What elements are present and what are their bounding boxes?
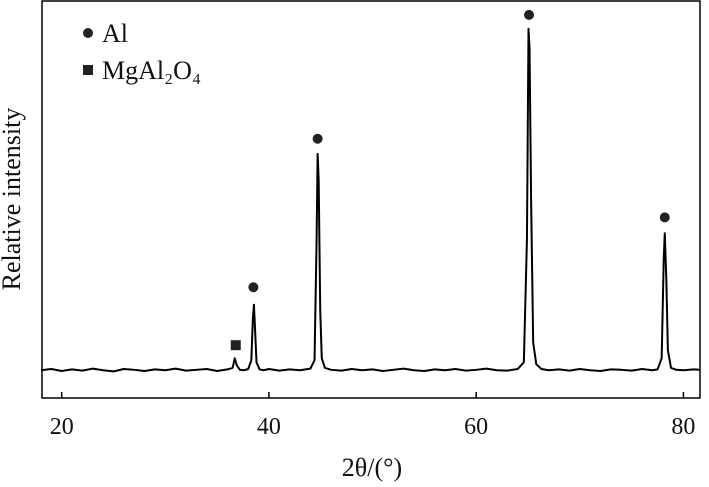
xrd-line: [40, 27, 701, 373]
x-tick-label: 60: [464, 414, 488, 440]
x-axis-label: 2θ/(°): [342, 453, 402, 482]
square-marker: [230, 340, 241, 351]
circle-marker: [312, 133, 323, 144]
legend-label: Al: [102, 19, 128, 48]
plot-frame: [41, 0, 701, 399]
x-tick-label: 80: [671, 414, 695, 440]
x-tick-label: 20: [50, 414, 74, 440]
x-tick-label: 40: [257, 414, 281, 440]
circle-marker: [659, 212, 670, 223]
legend-label: MgAl₂O₄: [102, 56, 201, 85]
legend-marker: [83, 28, 93, 38]
y-axis-label: Relative intensity: [0, 108, 26, 291]
circle-marker: [248, 282, 259, 293]
circle-marker: [524, 9, 535, 20]
legend-marker: [83, 65, 93, 75]
